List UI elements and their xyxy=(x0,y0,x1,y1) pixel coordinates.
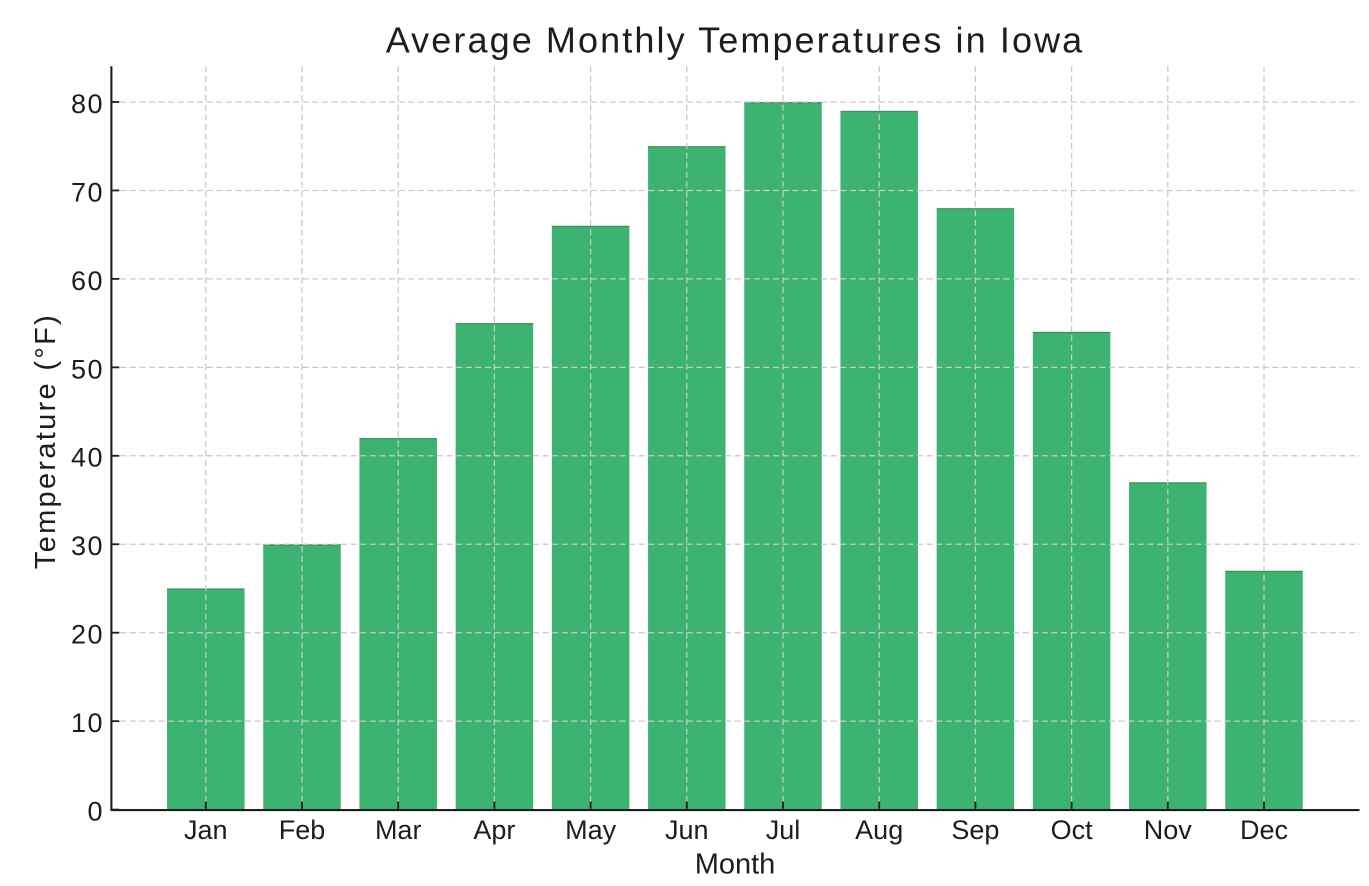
svg-text:Jun: Jun xyxy=(665,815,709,845)
svg-text:30: 30 xyxy=(71,531,104,561)
svg-text:70: 70 xyxy=(71,177,104,207)
svg-text:Jul: Jul xyxy=(766,815,801,845)
svg-text:Average Monthly Temperatures i: Average Monthly Temperatures in Iowa xyxy=(386,20,1085,61)
svg-text:20: 20 xyxy=(71,620,104,650)
svg-text:Mar: Mar xyxy=(375,815,422,845)
svg-text:Feb: Feb xyxy=(279,815,326,845)
svg-text:Nov: Nov xyxy=(1144,815,1193,845)
svg-text:May: May xyxy=(565,815,617,845)
svg-text:80: 80 xyxy=(71,89,104,119)
svg-text:Sep: Sep xyxy=(951,815,999,845)
svg-text:60: 60 xyxy=(71,266,104,296)
svg-text:40: 40 xyxy=(71,443,104,473)
svg-text:Apr: Apr xyxy=(473,815,515,845)
svg-text:0: 0 xyxy=(87,797,104,827)
svg-text:10: 10 xyxy=(71,708,104,738)
svg-text:Oct: Oct xyxy=(1051,815,1094,845)
svg-text:Temperature (°F): Temperature (°F) xyxy=(30,313,62,569)
svg-text:Aug: Aug xyxy=(855,815,903,845)
svg-text:Jan: Jan xyxy=(184,815,228,845)
svg-text:Dec: Dec xyxy=(1240,815,1288,845)
svg-text:50: 50 xyxy=(71,354,104,384)
svg-text:Month: Month xyxy=(695,849,776,881)
